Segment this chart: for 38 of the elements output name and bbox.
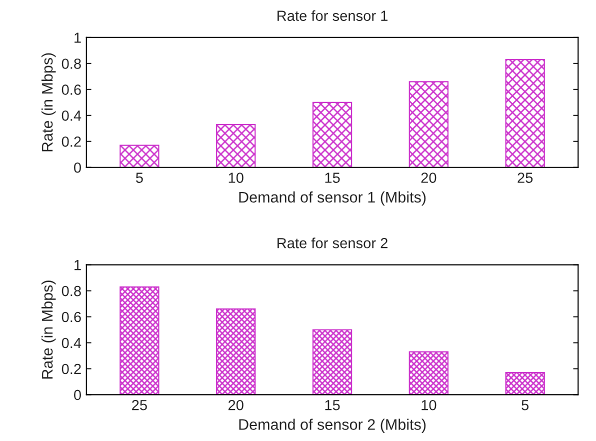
x-tick-label: 5	[522, 400, 529, 410]
y-tick-label: 0.6	[62, 312, 81, 322]
bar	[312, 329, 352, 395]
x-tick-label: 10	[228, 172, 244, 183]
bar	[408, 351, 449, 395]
y-axis-title: Rate (in Mbps)	[41, 53, 56, 152]
x-tick-label: 15	[325, 400, 340, 410]
y-tick-label: 0.8	[62, 58, 81, 69]
bar	[505, 59, 545, 168]
y-tick-label: 0.4	[62, 338, 82, 348]
y-tick-label: 0.2	[62, 364, 81, 374]
y-tick-label: 0.4	[62, 110, 82, 121]
y-tick-label: 1	[74, 260, 81, 270]
x-tick-label: 20	[421, 172, 436, 183]
bar	[216, 124, 256, 168]
bar	[120, 144, 160, 168]
chart-title: Rate for sensor 2	[278, 238, 388, 248]
y-tick-label: 0.8	[62, 286, 81, 296]
x-tick-label: 15	[325, 172, 340, 183]
y-tick-label: 0	[74, 162, 81, 173]
x-axis-title: Demand of sensor 1 (Mbits)	[239, 191, 426, 206]
y-tick-label: 0	[74, 390, 81, 400]
bar	[216, 308, 256, 395]
bar	[505, 372, 545, 395]
y-tick-label: 1	[74, 32, 81, 43]
y-tick-label: 0.2	[62, 136, 81, 147]
x-tick-label: 25	[518, 172, 533, 183]
x-axis-title: Demand of sensor 2 (Mbits)	[239, 418, 426, 433]
bar	[120, 286, 160, 395]
chart-title: Rate for sensor 1	[278, 10, 388, 21]
x-tick-label: 25	[132, 400, 147, 410]
bar	[408, 81, 449, 168]
x-tick-label: 20	[228, 400, 244, 410]
x-tick-label: 5	[136, 172, 143, 183]
x-tick-label: 10	[422, 400, 436, 410]
bar	[312, 102, 352, 168]
y-axis-title: Rate (in Mbps)	[41, 280, 56, 379]
y-tick-label: 0.6	[62, 84, 81, 95]
